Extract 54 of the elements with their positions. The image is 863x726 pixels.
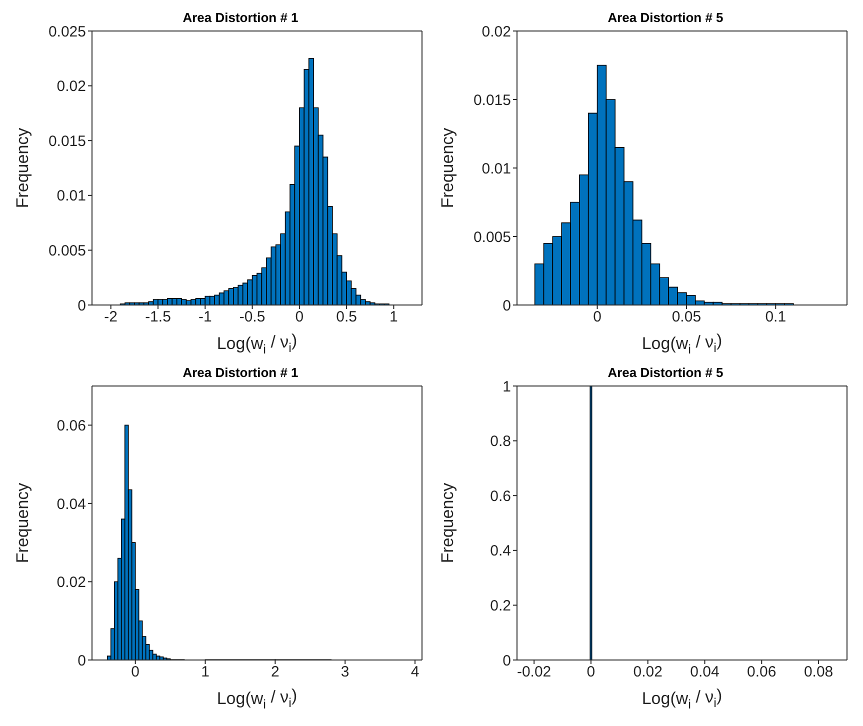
- x-tick-label: 2: [271, 664, 280, 681]
- chart-title: Area Distortion # 5: [608, 10, 724, 25]
- x-tick-label: 4: [410, 664, 420, 681]
- y-axis-title: Frequency: [13, 127, 32, 208]
- y-tick-label: 0.02: [56, 574, 86, 592]
- y-tick-label: 0: [78, 297, 86, 314]
- y-tick-label: 0.015: [473, 92, 511, 109]
- x-tick-label: 0.04: [690, 664, 720, 681]
- y-tick-label: 0.02: [56, 78, 86, 96]
- x-tick-label: -1.5: [145, 308, 171, 326]
- x-tick-label: 0.06: [747, 664, 776, 681]
- y-tick-label: 0.005: [48, 242, 86, 260]
- x-axis-title: Log(w$_{i}$ / ν$_{i}$): [216, 686, 298, 712]
- y-tick-label: 0.005: [473, 228, 511, 246]
- y-tick-label: 0.4: [490, 542, 511, 560]
- y-axis-title: Frequency: [438, 482, 458, 564]
- y-tick-label: 0.02: [482, 23, 511, 40]
- x-tick-label: 0.08: [804, 664, 834, 681]
- x-tick-label: 0: [593, 308, 602, 326]
- y-axis-title: Frequency: [438, 127, 458, 208]
- x-tick-label: 1: [390, 308, 398, 326]
- x-tick-label: 0.05: [672, 308, 702, 326]
- x-tick-label: 0.02: [633, 664, 662, 681]
- x-axis-title: Log(w$_{i}$ / ν$_{i}$): [216, 331, 298, 356]
- x-tick-label: 3: [340, 664, 350, 681]
- x-axis-title: Log(w$_{i}$ / ν$_{i}$): [642, 331, 722, 356]
- x-tick-label: -1: [198, 308, 212, 326]
- y-tick-label: 0.2: [490, 598, 511, 615]
- x-tick-label: 0: [586, 664, 596, 681]
- y-tick-label: 0.025: [48, 23, 86, 40]
- y-tick-label: 0.01: [56, 188, 86, 205]
- y-tick-label: 0.06: [56, 417, 86, 434]
- y-tick-label: 0.04: [56, 496, 86, 513]
- y-tick-label: 0.8: [490, 433, 511, 450]
- y-axis-title: Frequency: [13, 482, 32, 564]
- y-tick-label: 0.6: [490, 488, 511, 505]
- x-axis-title: Log(w$_{i}$ / ν$_{i}$): [642, 686, 722, 712]
- x-tick-label: 0.1: [765, 308, 786, 326]
- y-tick-label: 0: [502, 652, 511, 670]
- chart-title: Area Distortion # 5: [608, 365, 724, 380]
- x-tick-label: 1: [201, 664, 210, 681]
- x-tick-label: 0: [295, 308, 304, 326]
- y-tick-label: 0.01: [482, 160, 511, 178]
- x-tick-label: -2: [104, 308, 118, 326]
- y-tick-label: 1: [502, 378, 511, 396]
- y-tick-label: 0.015: [48, 132, 86, 150]
- chart-title: Area Distortion # 1: [182, 365, 298, 380]
- x-tick-label: -0.5: [239, 308, 266, 326]
- x-tick-label: -0.02: [516, 664, 552, 681]
- y-tick-label: 0: [502, 297, 511, 314]
- y-tick-label: 0: [78, 652, 86, 670]
- x-tick-label: 0.5: [336, 308, 357, 326]
- chart-title: Area Distortion # 1: [182, 10, 298, 25]
- x-tick-label: 0: [131, 664, 140, 681]
